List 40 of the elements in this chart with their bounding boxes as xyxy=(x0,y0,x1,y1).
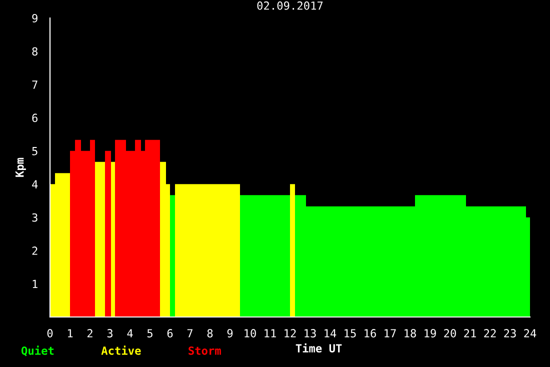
y-tick-label: 2 xyxy=(32,246,38,255)
y-tick-label: 6 xyxy=(32,114,38,122)
x-tick-label: 9 xyxy=(227,329,233,338)
x-tick-label: 17 xyxy=(384,329,396,338)
x-tick-label: 11 xyxy=(264,329,276,338)
y-axis-title: Kpm xyxy=(16,158,26,177)
x-tick-label: 18 xyxy=(404,329,416,338)
x-tick-label: 0 xyxy=(47,329,53,338)
x-tick-label: 10 xyxy=(244,329,256,338)
x-tick-label: 14 xyxy=(324,329,336,338)
x-tick-label: 12 xyxy=(284,329,296,338)
text: Active xyxy=(101,346,141,355)
text: Quiet xyxy=(22,346,54,356)
chart-title: 02.09.2017 xyxy=(257,1,323,10)
y-tick-label: 4 xyxy=(32,180,38,188)
x-tick-label: 23 xyxy=(504,329,516,338)
text: Storm xyxy=(188,346,221,355)
x-tick-label: 22 xyxy=(484,329,496,338)
x-tick-label: 19 xyxy=(424,329,436,338)
x-axis-title: Time UT xyxy=(296,343,342,353)
y-tick-label: 7 xyxy=(32,80,38,89)
x-tick-label: 5 xyxy=(147,329,152,338)
x-tick-label: 2 xyxy=(87,329,92,338)
x-tick-label: 21 xyxy=(464,329,476,338)
x-tick-label: 8 xyxy=(207,329,213,338)
x-tick-label: 7 xyxy=(187,329,193,338)
y-tick-label: 1 xyxy=(32,280,38,288)
x-tick-label: 20 xyxy=(444,329,456,338)
x-tick-label: 15 xyxy=(344,329,356,338)
y-tick-label: 8 xyxy=(32,47,38,56)
x-tick-label: 4 xyxy=(127,329,133,338)
x-tick-label: 13 xyxy=(304,329,316,338)
y-tick-label: 5 xyxy=(32,147,38,156)
y-tick-label: 9 xyxy=(32,14,38,22)
x-tick-label: 3 xyxy=(107,329,113,338)
x-tick-label: 16 xyxy=(364,329,376,338)
y-tick-label: 3 xyxy=(32,213,38,222)
x-tick-label: 24 xyxy=(524,329,536,338)
x-tick-label: 1 xyxy=(68,329,73,338)
x-tick-label: 6 xyxy=(167,329,173,338)
